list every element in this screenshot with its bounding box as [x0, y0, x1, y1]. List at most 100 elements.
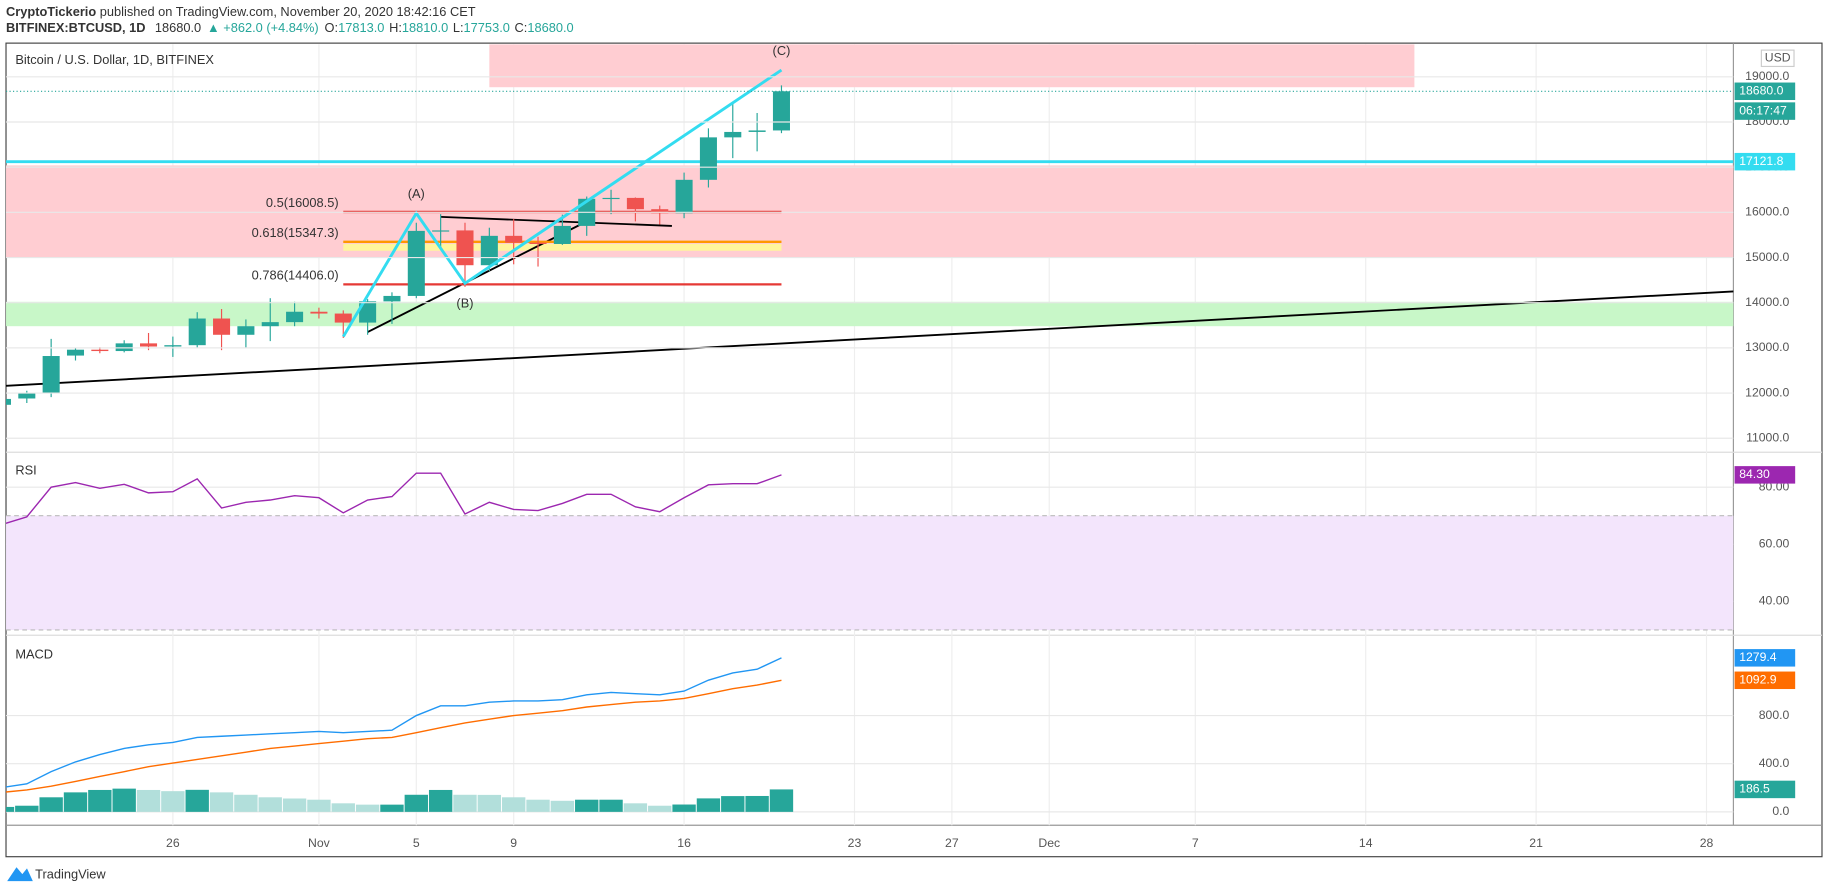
rsi-tag: 84.30: [1739, 467, 1770, 481]
histogram-bar: [258, 797, 282, 812]
candle-body: [66, 349, 85, 356]
candle-body: [748, 130, 766, 132]
grid: [6, 76, 1734, 439]
pane: [6, 472, 1734, 631]
y-tick-label: 13000.0: [1745, 340, 1789, 354]
wave-label: (B): [456, 296, 473, 311]
candle-body: [724, 131, 742, 138]
countdown-tag: 06:17:47: [1739, 103, 1787, 117]
symbol: BITFINEX:BTCUSD, 1D: [6, 21, 146, 36]
close: 18680.0: [527, 21, 573, 36]
published: published on TradingView.com, November 2…: [96, 4, 476, 19]
signal-line: [6, 679, 782, 793]
open-label: O:: [325, 21, 339, 36]
low: 17753.0: [464, 21, 510, 36]
x-tick-label: 5: [413, 836, 420, 850]
histogram-bar: [575, 799, 599, 812]
candle-body: [602, 197, 620, 200]
countdown-tag-bg: [1734, 102, 1796, 120]
candle-body: [432, 230, 450, 232]
histogram-bar: [672, 804, 696, 812]
candle-body: [334, 313, 352, 323]
fib-label: 0.5(16008.5): [266, 195, 339, 210]
candle-body: [286, 311, 304, 323]
histogram-bar: [88, 789, 112, 812]
rsi-tag-bg: [1734, 466, 1796, 484]
candle-body: [237, 326, 255, 335]
y-tick-label: 60.00: [1759, 537, 1790, 551]
wave-label: (C): [773, 43, 791, 58]
candle-body: [505, 235, 523, 243]
candle-body: [91, 349, 109, 352]
x-tick-label: Nov: [308, 836, 331, 850]
candle-body: [480, 235, 498, 266]
histogram-bar: [769, 789, 794, 812]
level-tag-bg: [1734, 152, 1796, 171]
histogram-bar: [185, 789, 209, 812]
y-tick-label: 800.0: [1759, 708, 1790, 722]
histogram-bar: [63, 792, 88, 812]
candle-body: [359, 301, 377, 323]
candle-body: [42, 356, 60, 394]
histogram-bar: [721, 796, 745, 812]
high: 18810.0: [402, 21, 448, 36]
histogram-tag-bg: [1734, 780, 1796, 799]
candle-body: [140, 343, 158, 347]
histogram-bar: [6, 806, 15, 812]
low-label: L:: [453, 21, 464, 36]
candle-body: [115, 343, 133, 352]
y-tick-label: 16000.0: [1745, 205, 1789, 219]
level-tag: 17121.8: [1739, 154, 1783, 168]
candle-body: [651, 209, 669, 214]
rsi-band: [6, 515, 1734, 631]
y-tick-label: 400.0: [1759, 756, 1790, 770]
candle-body: [310, 311, 328, 314]
x-tick-label: 9: [510, 836, 517, 850]
histogram-bar: [599, 799, 623, 812]
x-tick-label: Dec: [1038, 836, 1060, 850]
header-line: CryptoTickerio published on TradingView.…: [6, 4, 476, 19]
zone: [489, 44, 1415, 88]
y-tick-label: 12000.0: [1745, 385, 1789, 399]
histogram-bar: [623, 803, 648, 812]
x-tick-label: 21: [1529, 836, 1543, 850]
wave-line: [342, 68, 783, 338]
histogram-bar: [477, 794, 502, 812]
x-tick-label: 7: [1192, 836, 1199, 850]
histogram-bar: [428, 789, 453, 812]
pane-title: Bitcoin / U.S. Dollar, 1D, BITFINEX: [15, 52, 214, 67]
histogram-bar: [136, 789, 161, 812]
histogram-bar: [15, 805, 39, 812]
y-tick-label: 11000.0: [1746, 430, 1789, 444]
trendline: [6, 290, 1734, 387]
macd-line: [6, 657, 782, 788]
pane-title: MACD: [15, 646, 53, 661]
candle-body: [456, 230, 474, 266]
last-price: 18680.0: [155, 21, 201, 36]
symbol-line: BITFINEX:BTCUSD, 1D 18680.0 ▲ +862.0 (+4.8…: [6, 21, 574, 36]
x-tick-label: 26: [166, 836, 180, 850]
pane: [6, 657, 794, 812]
histogram-bar: [112, 788, 136, 812]
last-price-tag: 18680.0: [1739, 84, 1783, 98]
histogram-tag: 186.5: [1739, 782, 1770, 796]
frame: [5, 42, 1823, 858]
x-tick-label: 28: [1700, 836, 1714, 850]
histogram-bar: [404, 794, 428, 812]
histogram-bar: [209, 792, 234, 812]
footer-brand: TradingView: [35, 867, 106, 882]
candle-body: [6, 398, 11, 405]
signal-tag-bg: [1734, 671, 1796, 690]
candle-body: [626, 197, 644, 210]
footer-logo: [7, 867, 33, 882]
x-tick-label: 14: [1359, 836, 1373, 850]
x-tick-label: 23: [848, 836, 862, 850]
candle-body: [553, 225, 571, 244]
candle-body: [772, 91, 790, 131]
histogram-bar: [282, 798, 307, 812]
y-tick-label: 15000.0: [1745, 250, 1789, 264]
candle-body: [699, 137, 717, 180]
macd-tag: 1279.4: [1739, 650, 1777, 664]
candle-body: [164, 345, 182, 347]
